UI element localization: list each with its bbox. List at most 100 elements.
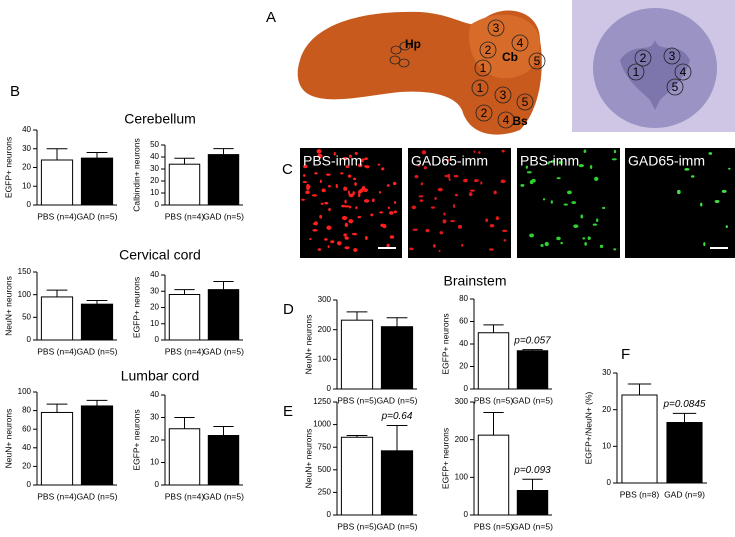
x-tick-label: PBS (n=5)	[337, 521, 377, 531]
y-tick-label: 0	[155, 200, 160, 209]
region-number: 4	[503, 113, 510, 127]
cell	[411, 205, 417, 210]
cell	[371, 198, 375, 202]
fluorescence-image	[517, 148, 620, 258]
cell	[316, 149, 322, 154]
cell	[582, 237, 586, 240]
cell	[489, 224, 495, 228]
cell	[583, 149, 587, 154]
cell	[386, 184, 390, 187]
image-label: PBS-imm	[520, 153, 579, 169]
y-axis-label: EGFP+ neurons	[131, 409, 141, 470]
y-tick-label: 300	[318, 295, 332, 304]
cell	[345, 165, 350, 169]
cell	[348, 154, 352, 158]
cell	[421, 150, 427, 155]
bar	[40, 159, 74, 206]
y-tick-label: 40	[150, 270, 159, 279]
cell	[437, 187, 443, 192]
y-axis-label: EGFP+ neurons	[3, 137, 13, 198]
y-tick-label: 60	[459, 317, 468, 326]
cell	[353, 247, 358, 252]
x-tick-label: GAD (n=5)	[203, 346, 244, 356]
cell	[580, 214, 584, 219]
error-bar	[522, 349, 543, 351]
cell	[418, 195, 424, 198]
cell	[725, 225, 728, 228]
cell	[364, 165, 369, 168]
cell	[594, 176, 599, 182]
cell	[454, 193, 459, 197]
cell	[381, 167, 385, 171]
y-tick-label: 20	[150, 303, 159, 312]
region-number: 3	[500, 88, 507, 102]
y-tick-label: 20	[150, 435, 159, 444]
panel-label: F	[621, 346, 630, 363]
cell	[420, 182, 424, 186]
region-circle	[471, 79, 489, 97]
error-bar	[386, 317, 408, 327]
y-tick-label: 750	[318, 442, 332, 451]
panel-label: C	[282, 161, 293, 178]
section-title: Brainstem	[443, 273, 506, 289]
cell	[354, 151, 358, 155]
cell	[388, 211, 394, 215]
error-bar	[174, 417, 195, 429]
region-number: 1	[480, 61, 487, 75]
y-tick-label: 1000	[313, 420, 331, 429]
cell	[468, 192, 473, 197]
x-tick-label: GAD (n=5)	[77, 211, 118, 221]
cell	[305, 190, 310, 195]
cell	[589, 165, 593, 169]
y-tick-label: 100	[18, 387, 32, 396]
cell	[414, 175, 419, 179]
cell	[445, 158, 450, 162]
cell	[558, 160, 563, 165]
cell	[340, 172, 344, 175]
cell	[306, 184, 310, 189]
cell	[613, 248, 617, 251]
cell	[394, 200, 397, 204]
y-tick-label: 100	[455, 472, 469, 481]
cell	[343, 186, 348, 191]
cell	[417, 163, 421, 167]
cell	[363, 199, 370, 203]
cell	[352, 232, 358, 236]
x-tick-label: PBS (n=4)	[37, 346, 77, 356]
cell	[313, 221, 318, 226]
cell	[461, 243, 464, 247]
region-label: Hp	[405, 37, 421, 51]
region-circle	[663, 47, 681, 65]
y-tick-label: 0	[155, 480, 160, 489]
cell	[447, 173, 451, 179]
cell	[434, 196, 437, 201]
cell	[571, 201, 577, 204]
bar	[80, 157, 114, 206]
cell	[344, 199, 347, 204]
cell	[354, 182, 357, 186]
y-tick-label: 10	[150, 458, 159, 467]
cell	[348, 193, 354, 198]
y-tick-label: 40	[459, 339, 468, 348]
cell	[347, 174, 352, 178]
region-number: 2	[485, 43, 492, 57]
region-circle	[528, 52, 546, 70]
y-tick-label: 10	[150, 188, 159, 197]
x-tick-label: PBS (n=5)	[337, 395, 377, 405]
cell	[430, 206, 436, 209]
x-tick-label: GAD (n=5)	[77, 491, 118, 501]
cell	[324, 201, 329, 205]
cell	[361, 185, 366, 191]
y-tick-label: 40	[150, 152, 159, 161]
cell	[419, 199, 424, 202]
cell	[348, 205, 352, 209]
cell	[378, 190, 382, 194]
y-axis-label: NeuN+ neurons	[303, 429, 313, 489]
cell	[525, 165, 529, 169]
region-number: 2	[640, 51, 647, 65]
cell	[540, 244, 544, 247]
bar	[80, 405, 114, 486]
section-title: Cervical cord	[119, 247, 201, 263]
cell	[321, 188, 326, 193]
bar	[380, 450, 414, 516]
